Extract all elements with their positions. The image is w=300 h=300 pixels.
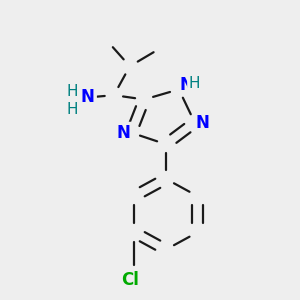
Text: Cl: Cl xyxy=(121,272,139,290)
Text: H: H xyxy=(189,76,200,91)
Text: N: N xyxy=(179,76,193,94)
Text: N: N xyxy=(81,88,95,106)
Text: N: N xyxy=(196,114,210,132)
Text: H: H xyxy=(66,84,78,99)
Text: N: N xyxy=(116,124,130,142)
Text: H: H xyxy=(66,102,78,117)
